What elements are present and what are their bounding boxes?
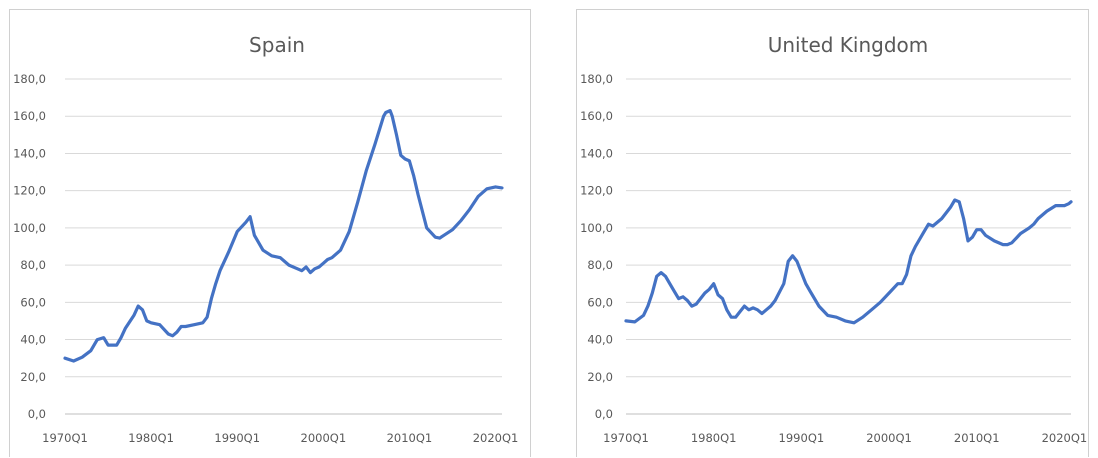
chart-panel-spain: Spain 0,0 20,0 40,0 60,0 80,0 100,0 120,0 140,0… [9,9,531,457]
chart-title: United Kingdom [768,33,929,57]
x-tick-label: 2020Q1 [1042,431,1088,445]
y-tick-label: 0,0 [595,407,613,421]
y-tick-label: 20,0 [587,370,613,384]
y-tick-label: 80,0 [20,258,46,272]
y-tick-label: 60,0 [587,295,613,309]
x-tick-label: 2010Q1 [954,431,1000,445]
chart-united-kingdom: United Kingdom 0,0 20,0 40,0 60,0 80,0 100,0 1… [580,33,1088,445]
chart-title: Spain [249,33,305,57]
y-tick-label: 40,0 [587,333,613,347]
x-tick-label: 1990Q1 [214,431,260,445]
y-tick-label: 100,0 [13,221,46,235]
y-tick-label: 0,0 [28,407,46,421]
y-tick-label: 180,0 [13,72,46,86]
y-tick-label: 140,0 [13,146,46,160]
y-tick-label: 180,0 [580,72,613,86]
y-tick-label: 100,0 [580,221,613,235]
chart-spain: Spain 0,0 20,0 40,0 60,0 80,0 100,0 120,0 140,0… [13,33,519,445]
y-tick-label: 20,0 [20,370,46,384]
y-tick-label: 120,0 [580,184,613,198]
y-tick-label: 80,0 [587,258,613,272]
y-tick-label: 160,0 [13,109,46,123]
x-tick-label: 2000Q1 [866,431,912,445]
x-tick-label: 2010Q1 [387,431,433,445]
y-tick-label: 40,0 [20,333,46,347]
x-tick-label: 2000Q1 [301,431,347,445]
x-tick-label: 1980Q1 [128,431,174,445]
y-tick-label: 120,0 [13,184,46,198]
series-line [63,108,504,363]
y-tick-label: 140,0 [580,146,613,160]
x-tick-label: 1980Q1 [691,431,737,445]
x-tick-label: 1970Q1 [603,431,649,445]
y-tick-label: 160,0 [580,109,613,123]
chart-panel-united-kingdom: United Kingdom 0,0 20,0 40,0 60,0 80,0 100,0 1… [576,9,1089,457]
series-line [624,198,1073,325]
y-tick-label: 60,0 [20,295,46,309]
x-tick-label: 2020Q1 [473,431,519,445]
x-tick-label: 1990Q1 [779,431,825,445]
x-tick-label: 1970Q1 [42,431,88,445]
